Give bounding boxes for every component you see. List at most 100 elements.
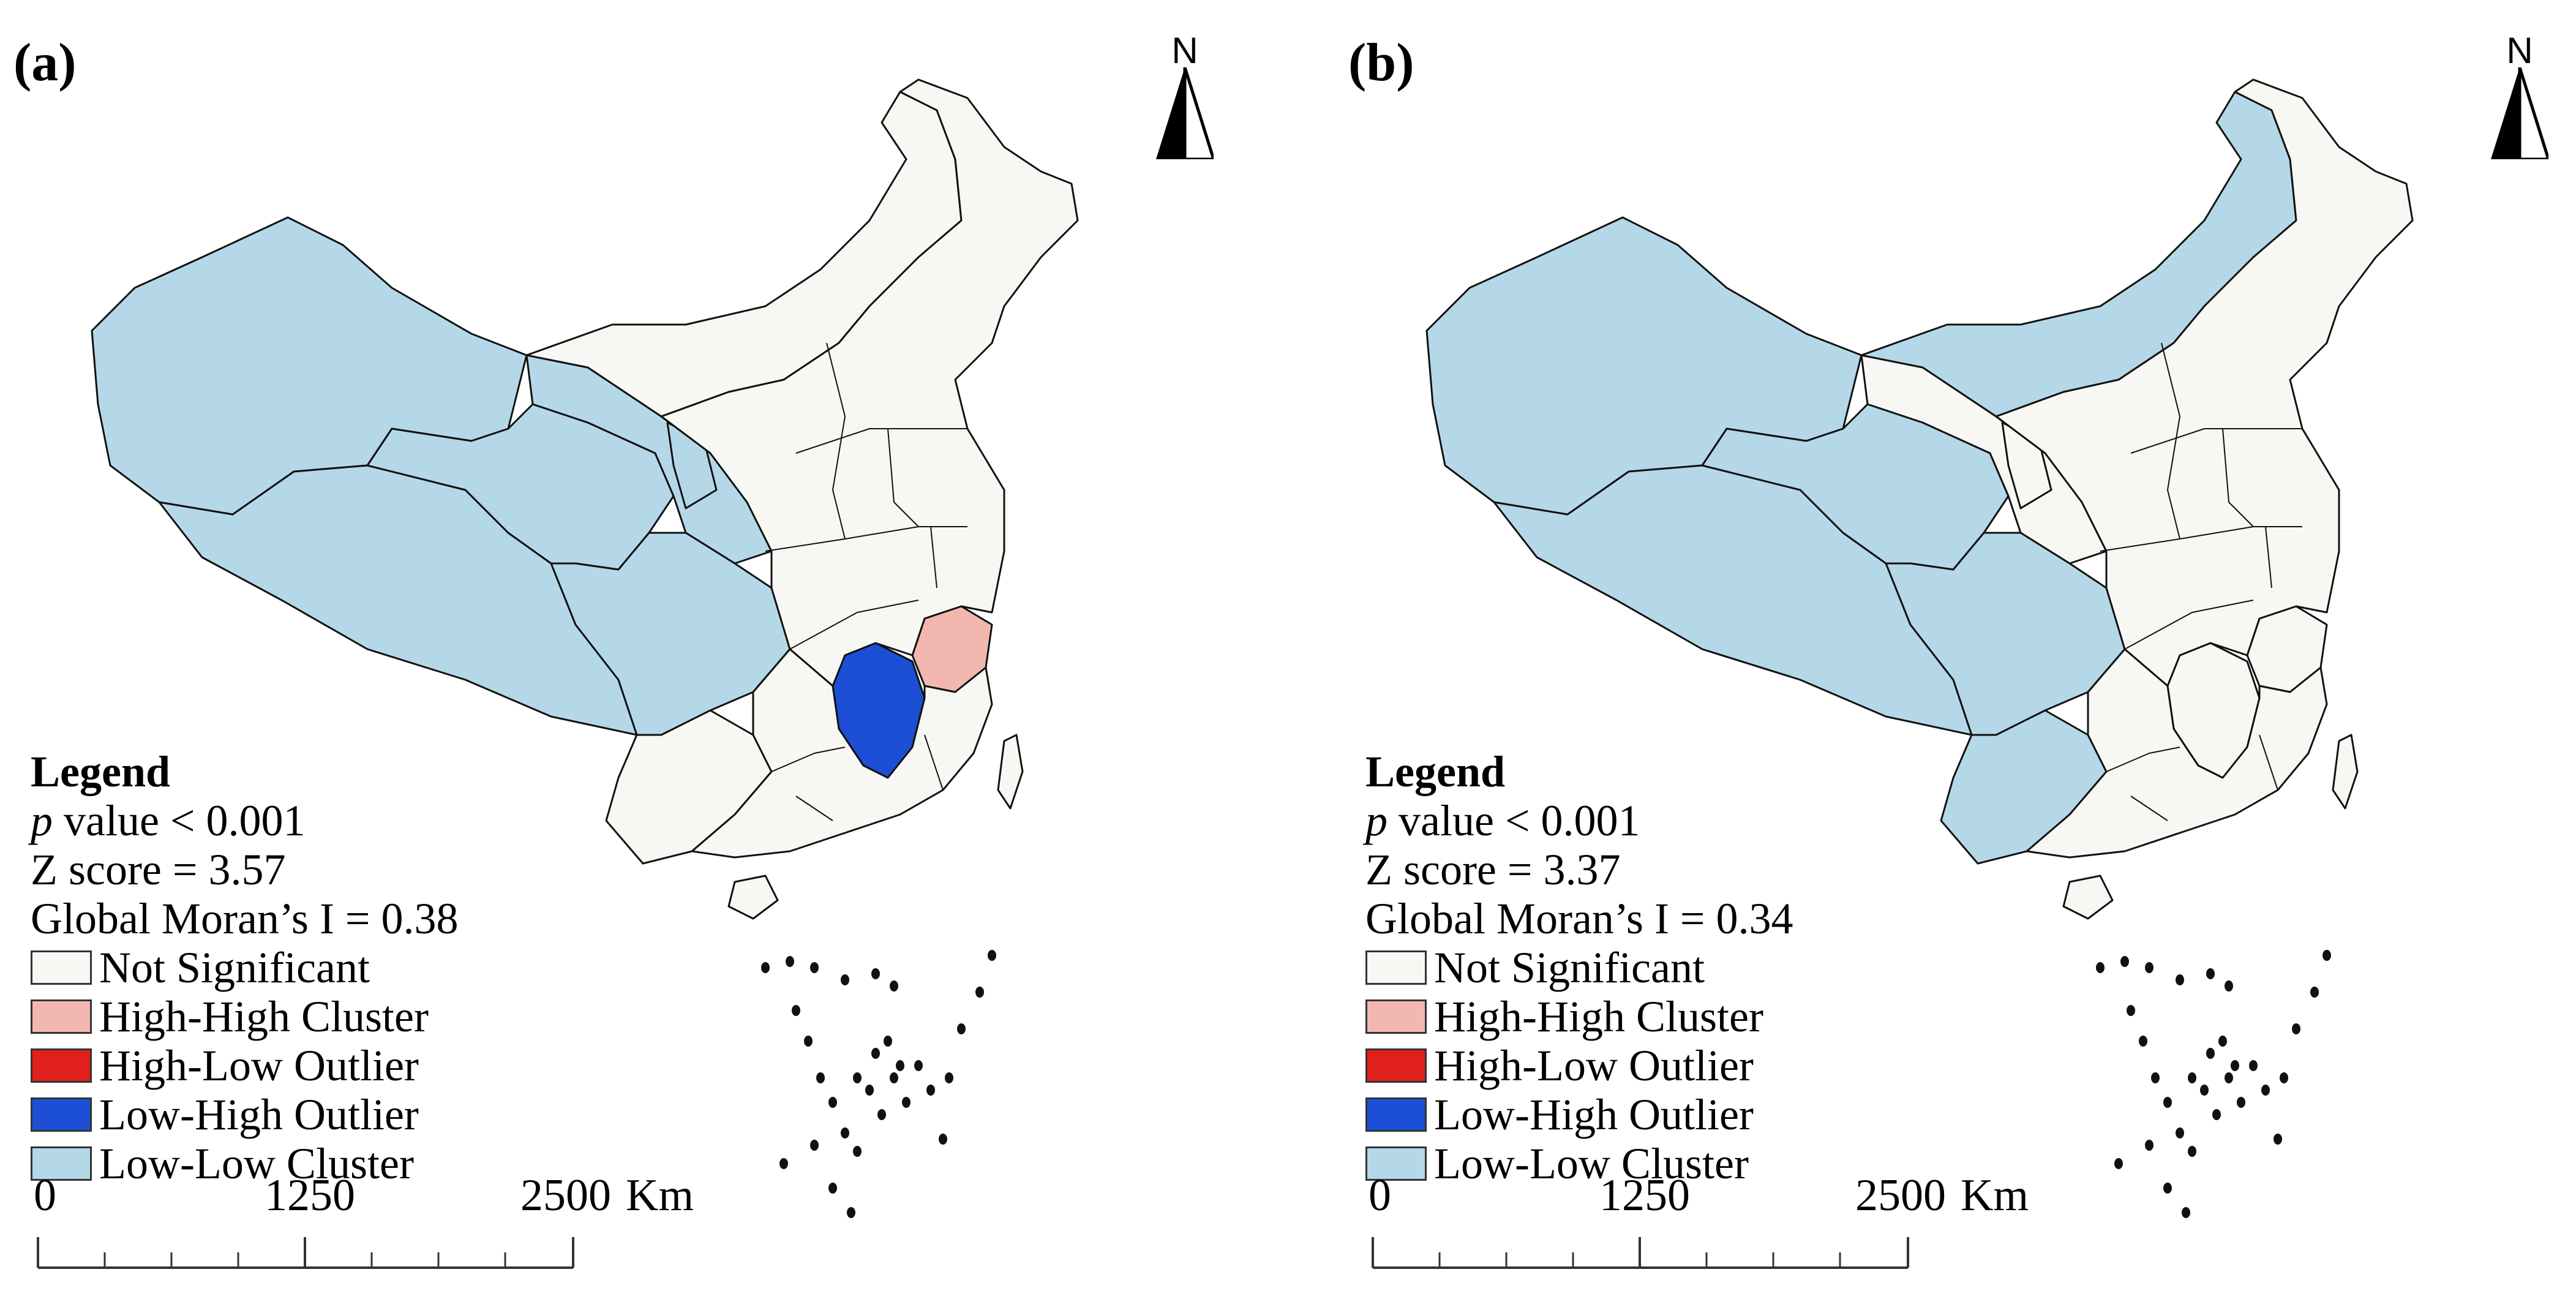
legend-swatch bbox=[1365, 1146, 1427, 1181]
legend-item-high-high: High-High Cluster bbox=[31, 992, 459, 1041]
island-dot bbox=[939, 1134, 947, 1145]
island-dot bbox=[2292, 1023, 2300, 1034]
legend-label: Low-Low Cluster bbox=[1434, 1139, 1749, 1188]
region-south-china bbox=[691, 648, 993, 859]
island-dot bbox=[2176, 1127, 2184, 1138]
p-value-line: p value < 0.001 bbox=[1365, 796, 1793, 845]
province-boundary bbox=[930, 526, 937, 589]
north-arrow-icon bbox=[2491, 67, 2548, 159]
province-boundary bbox=[924, 734, 944, 791]
island-dot bbox=[2188, 1072, 2196, 1083]
island-dot bbox=[988, 950, 996, 961]
province-boundary bbox=[2130, 796, 2168, 821]
scale-tick-0: 0 bbox=[1369, 1170, 1391, 1221]
p-value-text: value < 0.001 bbox=[53, 796, 306, 845]
moran-line: Global Moran’s I = 0.34 bbox=[1365, 894, 1793, 943]
scale-tick-0: 0 bbox=[34, 1170, 56, 1221]
legend-label: Not Significant bbox=[99, 943, 370, 992]
island-dot bbox=[2323, 950, 2331, 961]
region-north-china bbox=[1995, 78, 2414, 687]
island-dot bbox=[853, 1072, 862, 1083]
island-dot bbox=[2127, 1005, 2135, 1016]
island-dot bbox=[804, 1036, 813, 1047]
legend-swatch bbox=[31, 950, 92, 985]
province-boundary bbox=[2130, 428, 2302, 454]
china-map bbox=[1425, 78, 2414, 1218]
province-boundary bbox=[2124, 600, 2254, 650]
island-dot bbox=[810, 962, 819, 973]
province-boundary bbox=[795, 428, 967, 454]
z-score-line: Z score = 3.57 bbox=[31, 845, 286, 894]
scale-tick-1250: 1250 bbox=[265, 1170, 355, 1221]
legend-swatch bbox=[1365, 1048, 1427, 1083]
province-boundary bbox=[826, 342, 846, 540]
province-boundary bbox=[765, 526, 967, 552]
legend-item-low-low: Low-Low Cluster bbox=[1365, 1139, 1793, 1188]
scale-bar-graphic bbox=[37, 1237, 574, 1269]
legend: Legend p value < 0.001 Z score = 3.57 Gl… bbox=[31, 747, 459, 1188]
legend-swatch bbox=[1365, 950, 1427, 985]
scale-bar: 0 1250 2500 Km bbox=[34, 1170, 729, 1280]
legend-title: Legend bbox=[1365, 747, 1506, 796]
province-boundary bbox=[2259, 734, 2278, 791]
island-dot bbox=[2188, 1146, 2196, 1157]
island-dot bbox=[957, 1023, 966, 1034]
island-dot bbox=[2274, 1134, 2282, 1145]
island-dot bbox=[871, 1048, 880, 1059]
panel-label: (a) bbox=[13, 33, 77, 92]
island-dot bbox=[2280, 1072, 2288, 1083]
province-boundary bbox=[795, 796, 833, 821]
island-dot bbox=[890, 1072, 898, 1083]
legend-swatch bbox=[31, 1048, 92, 1083]
legend-label: High-Low Outlier bbox=[1434, 1041, 1754, 1090]
china-map bbox=[91, 78, 1079, 1218]
island-dot bbox=[877, 1109, 886, 1120]
legend-item-low-high: Low-High Outlier bbox=[1365, 1090, 1793, 1139]
island-dot bbox=[2163, 1097, 2172, 1108]
legend-item-high-low: High-Low Outlier bbox=[1365, 1041, 1793, 1090]
legend-item-not-significant: Not Significant bbox=[1365, 943, 1793, 992]
region-hainan bbox=[2062, 875, 2114, 920]
island-dot bbox=[2225, 1072, 2233, 1083]
island-dot bbox=[847, 1207, 855, 1218]
island-dot bbox=[2151, 1072, 2160, 1083]
legend-item-low-high: Low-High Outlier bbox=[31, 1090, 459, 1139]
legend-swatch bbox=[31, 999, 92, 1034]
island-dot bbox=[2218, 1036, 2227, 1047]
island-dot bbox=[902, 1097, 911, 1108]
province-boundary bbox=[2106, 747, 2180, 772]
legend-label: Low-Low Cluster bbox=[99, 1139, 414, 1188]
island-dot bbox=[896, 1060, 904, 1071]
scale-tick-1250: 1250 bbox=[1599, 1170, 1690, 1221]
legend-item-low-low: Low-Low Cluster bbox=[31, 1139, 459, 1188]
island-dot bbox=[810, 1140, 819, 1151]
province-boundary bbox=[771, 747, 846, 772]
scale-unit: Km bbox=[1961, 1170, 2029, 1221]
legend-label: Low-High Outlier bbox=[99, 1090, 419, 1139]
island-dot bbox=[975, 987, 984, 998]
island-dot bbox=[2182, 1207, 2190, 1218]
island-dot bbox=[871, 968, 880, 979]
scale-bar: 0 1250 2500 Km bbox=[1369, 1170, 2063, 1280]
province-boundary bbox=[2265, 526, 2272, 589]
map-panel-a: (a) N Legend p value < 0.001 Z score = 3… bbox=[13, 30, 1214, 1280]
legend-swatch bbox=[31, 1146, 92, 1181]
island-dot bbox=[841, 974, 849, 985]
island-dot bbox=[2139, 1036, 2147, 1047]
p-symbol: p bbox=[31, 796, 53, 845]
province-boundary bbox=[2161, 342, 2180, 540]
island-dot bbox=[2114, 1158, 2123, 1169]
province-boundary bbox=[2100, 526, 2302, 552]
island-dot bbox=[890, 980, 898, 992]
province-boundary bbox=[2222, 428, 2254, 527]
legend-item-high-high: High-High Cluster bbox=[1365, 992, 1793, 1041]
p-value-line: p value < 0.001 bbox=[31, 796, 459, 845]
z-score-line: Z score = 3.37 bbox=[1365, 845, 1621, 894]
legend-label: High-High Cluster bbox=[1434, 992, 1763, 1041]
island-dot bbox=[2261, 1085, 2270, 1096]
region-north-china bbox=[660, 78, 1079, 687]
region-south-china bbox=[2026, 648, 2328, 859]
legend-label: Low-High Outlier bbox=[1434, 1090, 1754, 1139]
island-dot bbox=[2120, 956, 2129, 967]
island-dot bbox=[828, 1183, 837, 1194]
